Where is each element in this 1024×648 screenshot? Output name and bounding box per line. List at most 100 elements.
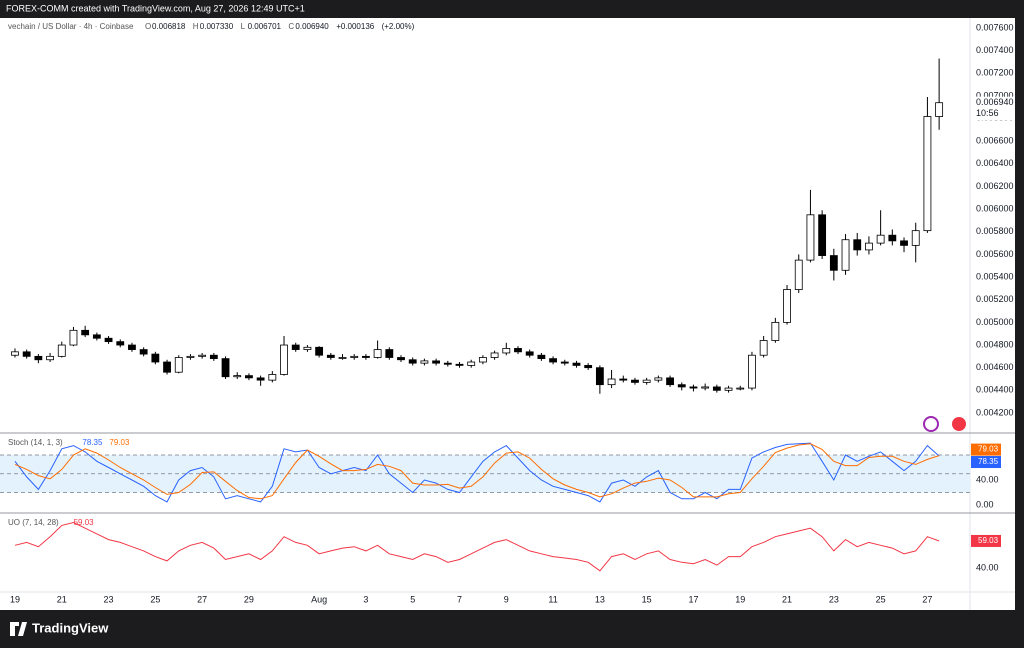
- candle-body: [619, 378, 628, 381]
- y-tick-label: 0.007200: [976, 68, 1014, 78]
- candle-body: [911, 230, 920, 246]
- candle-body: [245, 375, 253, 379]
- y-tick-label: 0.004600: [976, 362, 1014, 372]
- candle-body: [455, 363, 464, 366]
- candle-body: [841, 239, 850, 271]
- candle-body: [478, 357, 487, 363]
- indicator-line: [14, 521, 940, 572]
- footer-brand: TradingView: [32, 620, 109, 635]
- candle-body: [280, 344, 288, 375]
- candle-body: [338, 357, 347, 359]
- stat-key: C: [288, 22, 294, 31]
- y-tick-label: 0.005400: [976, 271, 1014, 281]
- y-tick-label: 0.004200: [976, 407, 1014, 417]
- legend-value: 78.35: [82, 438, 103, 447]
- candle-body: [771, 321, 780, 341]
- candle-body: [584, 365, 593, 369]
- stat-key: L: [241, 22, 246, 31]
- candle-body: [853, 239, 862, 251]
- value-tag: [971, 456, 1001, 469]
- candle-body: [806, 214, 815, 261]
- chart-title: vechain / US Dollar · 4h · Coinbase: [8, 22, 134, 31]
- candle-body: [631, 379, 639, 383]
- candle-body: [57, 344, 66, 357]
- candle-body: [81, 329, 90, 336]
- event-icon[interactable]: [952, 417, 966, 431]
- indicator-line: [14, 442, 940, 503]
- x-tick-label: 7: [457, 594, 462, 604]
- candle-body: [490, 352, 499, 358]
- candle-body: [888, 234, 897, 242]
- candle-body: [11, 351, 19, 356]
- candle-body: [549, 358, 557, 363]
- x-tick-label: 5: [410, 594, 415, 604]
- candle-body: [432, 360, 441, 364]
- candle-body: [677, 384, 686, 388]
- candle-body: [34, 355, 43, 361]
- y-tick-label: 0.005000: [976, 317, 1014, 327]
- candle-body: [116, 341, 125, 346]
- candle-body: [701, 386, 710, 389]
- x-tick-label: 25: [876, 594, 886, 604]
- event-icon[interactable]: [923, 416, 939, 432]
- candle-body: [923, 116, 932, 232]
- candle-body: [525, 351, 534, 356]
- value-tag-label: 79.03: [978, 445, 999, 454]
- candle-body: [514, 348, 522, 353]
- y-tick-label: 0.006000: [976, 204, 1014, 214]
- y-tick-label: 0.004400: [976, 385, 1014, 395]
- candle-body: [818, 214, 827, 256]
- y-tick-label: 0.005600: [976, 249, 1014, 259]
- candle-body: [502, 348, 511, 354]
- y-tick-label: 0.006200: [976, 181, 1014, 191]
- candle-body: [689, 386, 698, 389]
- x-tick-label: 11: [548, 594, 557, 604]
- pane-title: UO (7, 14, 28): [8, 518, 59, 527]
- y-tick-label: 0.005200: [976, 294, 1014, 304]
- candle-body: [163, 361, 171, 373]
- candle-body: [759, 340, 768, 356]
- x-tick-label: 17: [688, 594, 698, 604]
- y-tick-label: 40.00: [976, 562, 999, 572]
- stat-value: 0.007330: [200, 22, 234, 31]
- candle-body: [373, 349, 382, 358]
- candle-body: [935, 102, 944, 117]
- x-tick-label: 25: [150, 594, 160, 604]
- candle-body: [268, 374, 277, 381]
- candle-body: [92, 334, 101, 339]
- logo: [10, 622, 27, 636]
- candle-body: [256, 377, 265, 381]
- candle-body: [595, 367, 604, 386]
- x-tick-label: 21: [57, 594, 67, 604]
- pane-title: Stoch (14, 1, 3): [8, 438, 63, 447]
- candle-body: [69, 329, 78, 346]
- candle-body: [865, 242, 873, 251]
- candle-body: [666, 377, 674, 386]
- candle-body: [607, 378, 616, 386]
- candle-body: [876, 234, 885, 244]
- stat-value: 0.006940: [295, 22, 329, 31]
- last-price: 0.006940: [976, 97, 1014, 107]
- candle-body: [186, 355, 195, 358]
- stat-value: 0.006818: [152, 22, 186, 31]
- value-tag: [971, 443, 1001, 456]
- candle-body: [221, 358, 230, 378]
- y-tick-label: 0.006600: [976, 136, 1014, 146]
- candle-body: [209, 354, 218, 360]
- x-tick-label: 27: [197, 594, 207, 604]
- candle-body: [572, 362, 581, 366]
- x-tick-label: 19: [735, 594, 745, 604]
- x-tick-label: 3: [363, 594, 368, 604]
- y-tick-label: 0.005800: [976, 226, 1014, 236]
- candle-body: [736, 387, 745, 390]
- x-tick-label: 15: [642, 594, 652, 604]
- candle-body: [537, 354, 546, 360]
- candle-body: [385, 349, 394, 358]
- value-tag-label: 59.03: [978, 536, 999, 545]
- x-tick-label: 21: [782, 594, 792, 604]
- candle-body: [315, 346, 324, 356]
- candle-body: [642, 379, 651, 383]
- stat-key: H: [193, 22, 199, 31]
